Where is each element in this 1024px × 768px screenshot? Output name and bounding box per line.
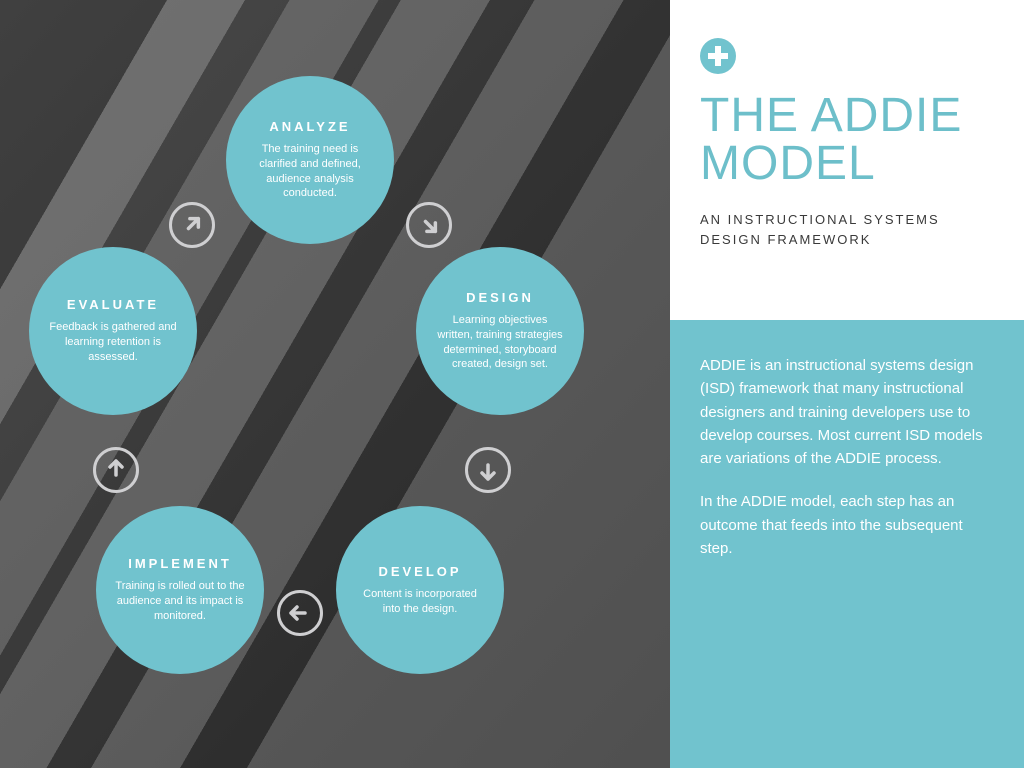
arrow-implement-to-evaluate (93, 447, 139, 493)
node-desc: Content is incorporated into the design. (354, 587, 486, 617)
node-title: IMPLEMENT (128, 556, 232, 571)
arrow-develop-to-implement (277, 590, 323, 636)
node-title: DESIGN (466, 290, 534, 305)
body-para-2: In the ADDIE model, each step has an out… (700, 490, 994, 560)
page-root: ANALYZE The training need is clarified an… (0, 0, 1024, 768)
node-implement: IMPLEMENT Training is rolled out to the a… (96, 506, 264, 674)
node-desc: Feedback is gathered and learning retent… (47, 320, 179, 365)
subtitle: AN INSTRUCTIONAL SYSTEMS DESIGN FRAMEWOR… (700, 210, 994, 249)
node-develop: DEVELOP Content is incorporated into the … (336, 506, 504, 674)
node-desc: The training need is clarified and defin… (244, 142, 376, 201)
title-line-2: MODEL (700, 137, 876, 190)
body-para-1: ADDIE is an instructional systems design… (700, 354, 994, 470)
sidebar: THE ADDIE MODEL AN INSTRUCTIONAL SYSTEMS… (670, 0, 1024, 768)
node-title: ANALYZE (269, 119, 350, 134)
arrow-evaluate-to-analyze (169, 202, 215, 248)
node-analyze: ANALYZE The training need is clarified an… (226, 76, 394, 244)
node-desc: Learning objectives written, training st… (434, 313, 566, 372)
plus-circle-icon (700, 38, 736, 74)
node-desc: Training is rolled out to the audience a… (114, 579, 246, 624)
body-text: ADDIE is an instructional systems design… (700, 354, 994, 560)
node-title: DEVELOP (378, 564, 461, 579)
arrow-design-to-develop (465, 447, 511, 493)
main-title: THE ADDIE MODEL (700, 92, 994, 188)
node-evaluate: EVALUATE Feedback is gathered and learnin… (29, 247, 197, 415)
title-line-1: THE ADDIE (700, 89, 962, 142)
node-design: DESIGN Learning objectives written, train… (416, 247, 584, 415)
sidebar-header: THE ADDIE MODEL AN INSTRUCTIONAL SYSTEMS… (670, 0, 1024, 320)
node-title: EVALUATE (67, 297, 159, 312)
arrow-analyze-to-design (406, 202, 452, 248)
sidebar-body: ADDIE is an instructional systems design… (670, 320, 1024, 768)
